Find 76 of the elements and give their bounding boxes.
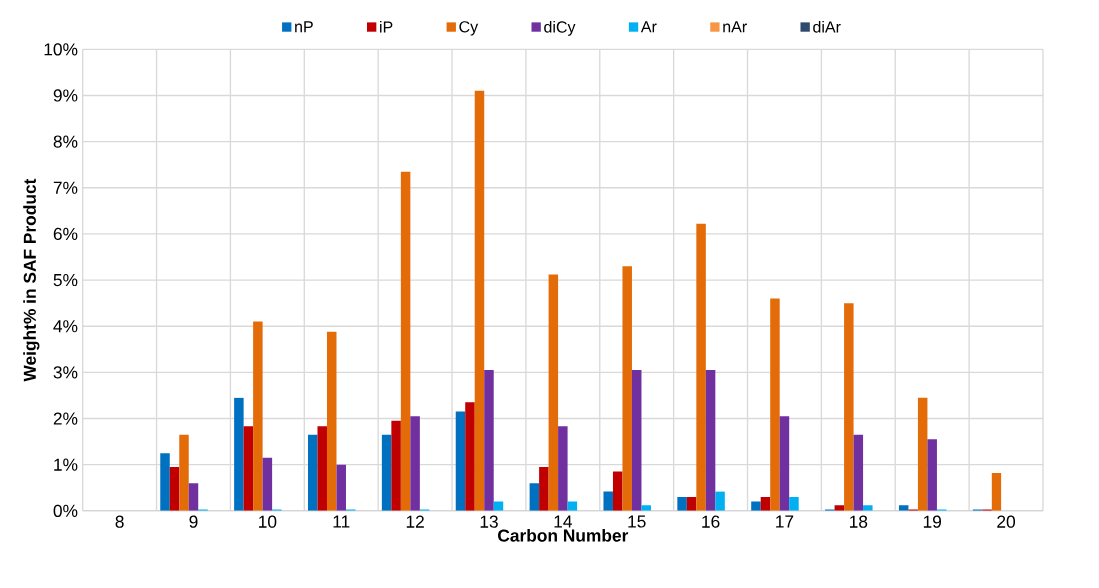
bar: [548, 274, 559, 511]
bar: [169, 466, 180, 511]
y-tick-label: 0%: [53, 504, 78, 517]
x-tick-label: 10: [259, 515, 277, 528]
bar: [696, 223, 706, 511]
bar: [779, 416, 790, 511]
bar: [529, 483, 540, 511]
y-tick-label: 7%: [53, 181, 78, 194]
bar: [253, 321, 263, 511]
bar: [641, 505, 651, 511]
bar: [863, 505, 873, 511]
legend-label: diAr: [813, 20, 841, 33]
legend-label: Ar: [640, 21, 657, 33]
x-tick-label: 14: [554, 515, 572, 528]
bar: [484, 369, 494, 511]
bar: [455, 411, 466, 511]
bar: [715, 491, 725, 511]
bar: [705, 369, 716, 511]
bar: [410, 416, 420, 511]
x-tick-label: 17: [776, 515, 794, 528]
bar: [262, 457, 273, 511]
bar: [188, 483, 199, 511]
y-tick-label: 2%: [53, 412, 78, 425]
x-tick-label: 15: [628, 515, 646, 528]
x-tick-label: 12: [406, 515, 424, 528]
x-axis-title: Carbon Number: [498, 528, 629, 542]
x-tick-label: 13: [480, 515, 498, 528]
y-tick-label: 3%: [53, 366, 78, 379]
bar: [317, 426, 327, 511]
bar: [631, 369, 642, 511]
bar: [326, 331, 337, 511]
y-axis-title: Weight% in SAF Product: [23, 178, 40, 382]
y-tick-label: 9%: [53, 89, 78, 102]
x-tick-label: 11: [333, 515, 350, 528]
legend-label: iP: [380, 20, 393, 33]
bar: [917, 397, 928, 511]
x-tick-label: 18: [849, 515, 868, 528]
bar: [179, 434, 189, 511]
bar: [234, 397, 244, 511]
bar: [751, 501, 761, 511]
x-tick-label: 20: [997, 515, 1016, 528]
bar: [391, 420, 401, 511]
bar: [465, 402, 475, 511]
bar: [558, 426, 568, 511]
bar: [770, 298, 780, 511]
bar: [853, 434, 864, 511]
x-tick-label: 9: [189, 515, 198, 528]
bar: [603, 491, 613, 511]
y-tick-label: 1%: [54, 458, 78, 471]
bar: [991, 472, 1002, 511]
legend-label: nAr: [723, 21, 747, 33]
y-tick-label: 4%: [53, 320, 78, 333]
y-tick-label: 6%: [53, 227, 78, 240]
legend-label: diCy: [544, 20, 576, 36]
bar: [612, 471, 623, 511]
y-tick-label: 5%: [53, 273, 78, 287]
bar: [789, 496, 799, 511]
y-tick-label: 8%: [53, 135, 78, 148]
bar: [539, 466, 549, 511]
x-tick-label: 16: [702, 515, 720, 528]
x-tick-label: 19: [923, 515, 942, 528]
bar: [336, 464, 346, 511]
bar: [844, 303, 854, 511]
bar: [677, 496, 687, 511]
legend-label: nP: [295, 21, 313, 33]
x-tick-label: 8: [115, 515, 124, 528]
bar: [927, 439, 937, 511]
bar: [308, 434, 318, 511]
bar: [622, 266, 632, 511]
bar: [381, 434, 392, 511]
bar: [474, 90, 485, 511]
bar: [160, 453, 170, 511]
bar: [243, 426, 254, 511]
y-tick-label: 10%: [44, 43, 78, 56]
legend-label: Cy: [459, 21, 479, 36]
bar: [400, 171, 411, 511]
